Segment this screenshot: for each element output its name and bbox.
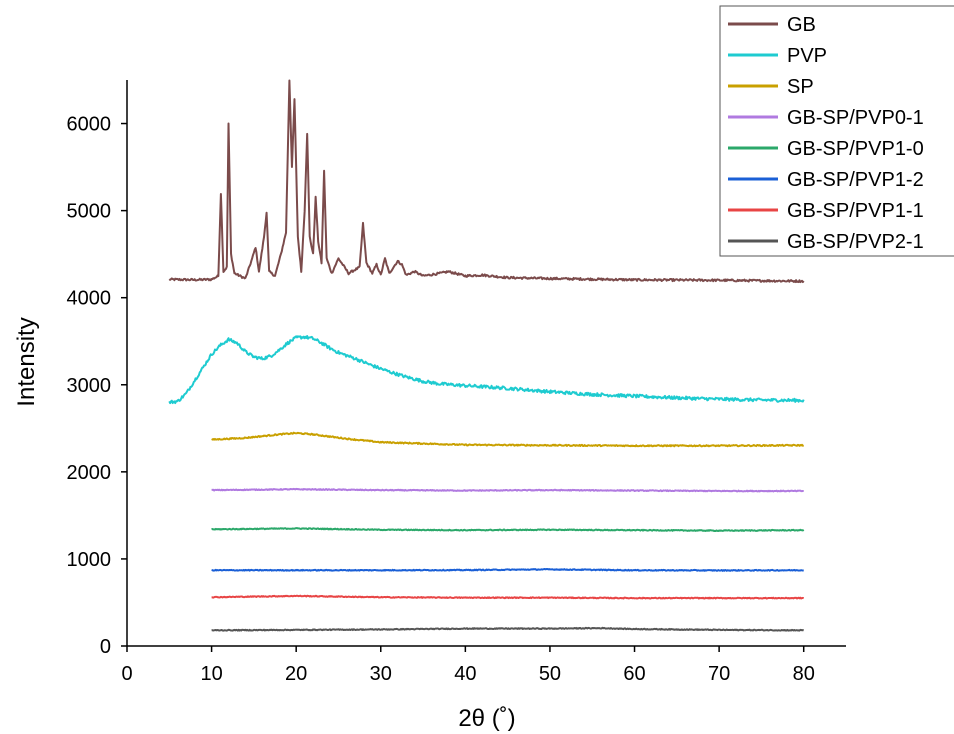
legend: GB PVP SP GB-SP/PVP0-1 GB-SP/PVP1-0 GB-SP/PVP… [719, 5, 954, 257]
y-tick-label: 5000 [67, 201, 112, 223]
x-tick-label: 70 [708, 663, 730, 685]
y-axis-title: Intensity [13, 317, 40, 406]
series-line-4 [211, 527, 805, 533]
y-tick-label: 1000 [67, 549, 112, 571]
series-line-3 [211, 487, 804, 493]
x-tick-label: 50 [539, 663, 561, 685]
legend-label: PVP [787, 45, 827, 67]
x-tick-label: 60 [623, 663, 645, 685]
x-tick-label: 0 [121, 663, 132, 685]
x-tick-label: 10 [200, 663, 222, 685]
y-tick-label: 4000 [67, 288, 112, 310]
legend-items: GB PVP SP GB-SP/PVP0-1 GB-SP/PVP1-0 GB-SP/PVP… [728, 14, 924, 253]
series-line-1 [168, 335, 805, 405]
series-line-6 [211, 594, 805, 600]
legend-box [719, 5, 954, 257]
x-tick-label: 80 [793, 663, 815, 685]
x-tick-label: 30 [370, 663, 392, 685]
legend-label: SP [787, 76, 814, 98]
legend-label: GB-SP/PVP1-0 [787, 138, 924, 160]
series-line-0 [168, 79, 805, 284]
legend-label: GB-SP/PVP2-1 [787, 231, 924, 253]
series-line-5 [211, 568, 804, 572]
x-axis-ticks: 0 10 20 30 40 50 60 70 80 [121, 646, 815, 685]
series-layer [168, 79, 805, 632]
x-tick-label: 40 [454, 663, 476, 685]
y-tick-label: 0 [100, 636, 111, 658]
legend-label: GB [787, 14, 816, 36]
series-line-7 [211, 626, 804, 632]
y-tick-label: 2000 [67, 462, 112, 484]
legend-label: GB-SP/PVP1-1 [787, 200, 924, 222]
legend-label: GB-SP/PVP1-2 [787, 169, 924, 191]
y-axis-ticks: 0 1000 2000 3000 4000 5000 6000 [67, 114, 127, 658]
y-tick-label: 3000 [67, 375, 112, 397]
x-axis-title: 2θ (˚) [458, 705, 515, 732]
series-line-2 [211, 431, 804, 448]
y-tick-label: 6000 [67, 114, 112, 136]
legend-label: GB-SP/PVP0-1 [787, 107, 924, 129]
x-tick-label: 20 [285, 663, 307, 685]
